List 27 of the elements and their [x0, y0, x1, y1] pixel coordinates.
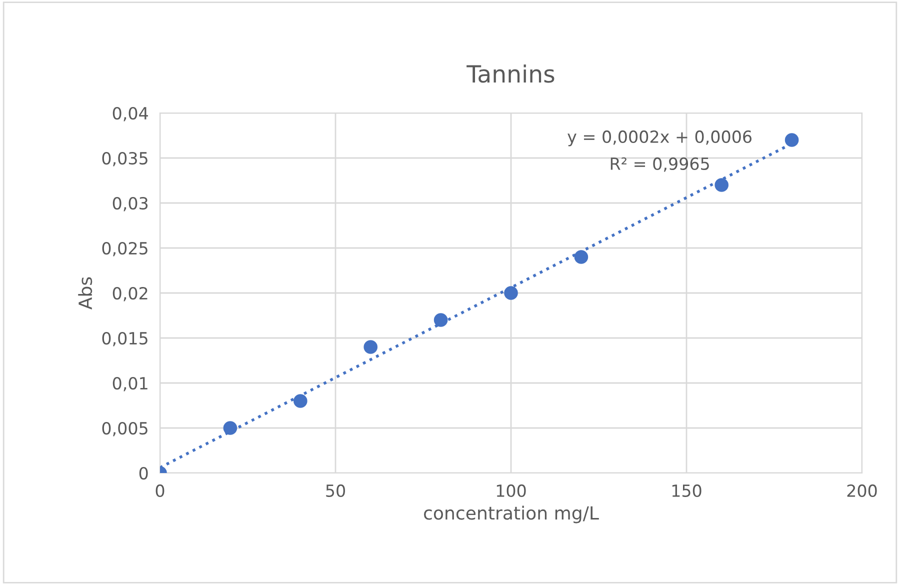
point: [574, 250, 588, 264]
point: [784, 133, 799, 147]
x-tick-label: 0: [156, 484, 164, 498]
y-tick-label: 0,005: [102, 422, 148, 436]
y-tick-label: 0,04: [112, 106, 148, 122]
x-tick-label: 150: [672, 484, 702, 498]
x-tick-label: 200: [847, 484, 877, 498]
x-tick-label: 100: [496, 484, 526, 498]
y-tick-label: 0,025: [102, 242, 148, 256]
x-axis-title: concentration mg/L: [424, 506, 599, 524]
point: [434, 313, 448, 327]
annotation: R² = 0,9965: [610, 157, 709, 172]
annotation: y = 0,0002x + 0,0006: [568, 130, 752, 146]
point: [293, 394, 308, 408]
point: [504, 286, 518, 300]
point: [223, 421, 238, 435]
y-tick-label: 0,01: [112, 376, 148, 392]
chart-title: Tannins: [466, 64, 554, 83]
y-tick-label: 0,015: [102, 332, 148, 346]
x-tick-label: 50: [326, 484, 345, 498]
y-tick-label: 0,035: [102, 152, 148, 166]
y-tick-label: 0,03: [112, 196, 148, 212]
point: [714, 178, 729, 192]
point: [364, 340, 378, 354]
y-tick-label: 0,02: [112, 286, 148, 302]
y-axis-title: Abs: [78, 277, 92, 310]
y-tick-label: 0: [139, 466, 148, 480]
